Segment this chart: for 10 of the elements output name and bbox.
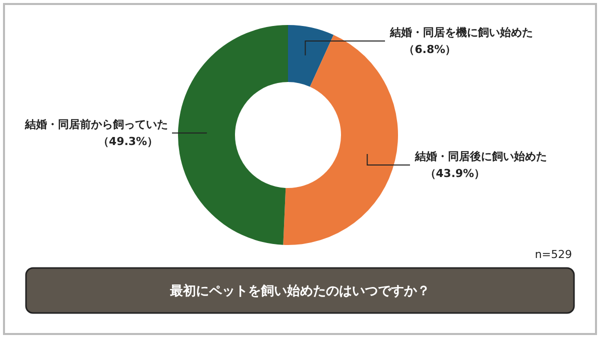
data-label: （49.3%） (98, 135, 158, 148)
text: 最初にペットを飼い始めたのはいつですか？ (169, 283, 430, 299)
slice-label: 結婚・同居を機に飼い始めた (389, 26, 533, 39)
slice-label: 結婚・同居前から飼っていた (24, 118, 168, 131)
data-label: （43.9%） (424, 167, 486, 180)
slice-label: 結婚・同居後に飼い始めた (414, 150, 547, 163)
data-label: （6.8%） (404, 43, 456, 56)
donut-slice (288, 25, 334, 87)
text: n=529 (534, 248, 572, 261)
donut-slice (178, 25, 288, 245)
